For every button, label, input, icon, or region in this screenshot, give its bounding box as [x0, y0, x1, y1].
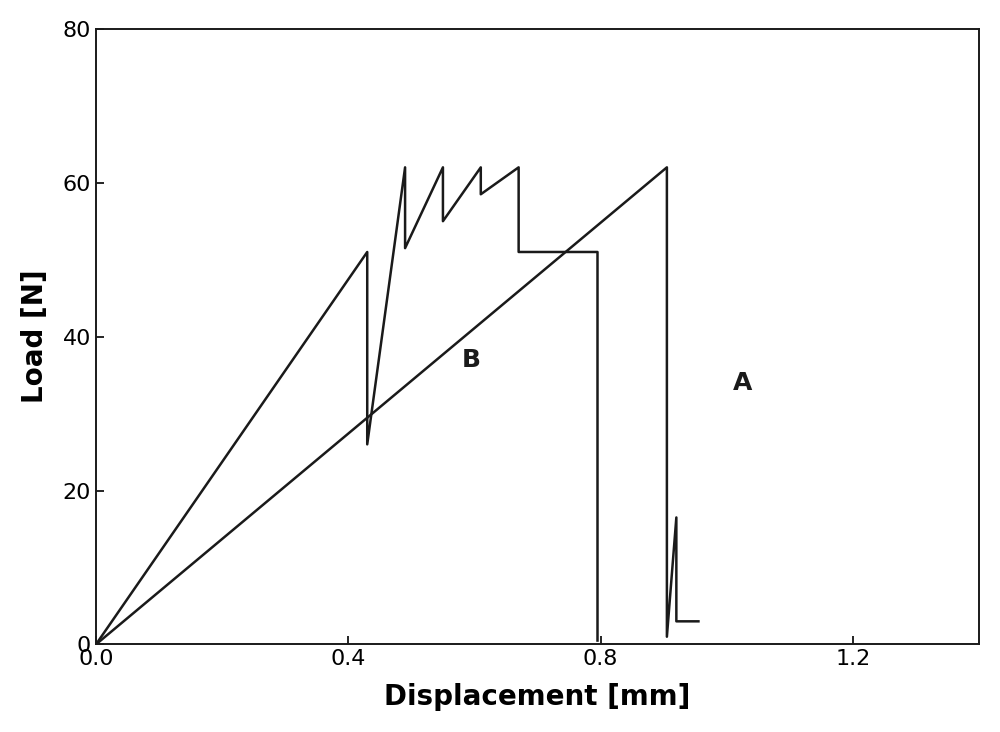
Text: B: B — [462, 348, 481, 372]
X-axis label: Displacement [mm]: Displacement [mm] — [384, 683, 691, 712]
Text: A: A — [733, 371, 753, 395]
Y-axis label: Load [N]: Load [N] — [21, 270, 49, 403]
